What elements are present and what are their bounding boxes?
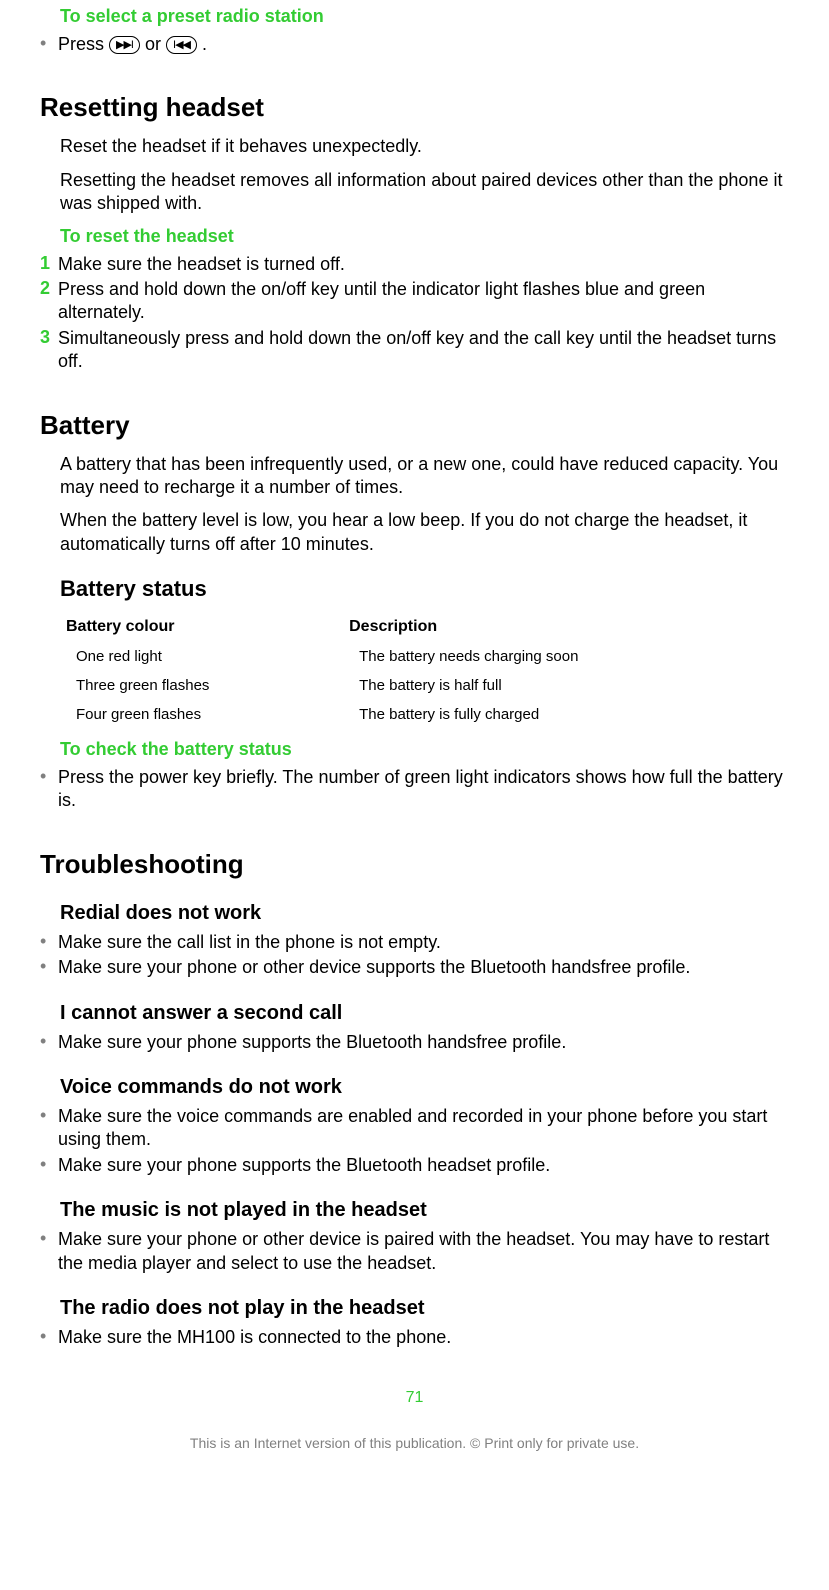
table-cell: The battery is half full xyxy=(345,671,736,700)
reset-step-1: 1 Make sure the headset is turned off. xyxy=(40,253,789,276)
bullet-marker: • xyxy=(40,1031,58,1052)
second-call-heading: I cannot answer a second call xyxy=(60,1002,789,1025)
bullet-marker: • xyxy=(40,931,58,952)
footer-text: This is an Internet version of this publ… xyxy=(40,1435,789,1471)
check-battery-row: • Press the power key briefly. The numbe… xyxy=(40,766,789,813)
step-number: 1 xyxy=(40,253,58,274)
radio-heading: The radio does not play in the headset xyxy=(60,1297,789,1320)
table-cell: Three green flashes xyxy=(62,671,345,700)
list-item: • Make sure your phone supports the Blue… xyxy=(40,1031,789,1054)
page-content: To select a preset radio station • Press… xyxy=(0,6,829,1491)
table-cell: One red light xyxy=(62,642,345,671)
list-text: Make sure your phone or other device sup… xyxy=(58,956,789,979)
list-text: Make sure the MH100 is connected to the … xyxy=(58,1326,789,1349)
preset-bullet-text: Press ▶▶I or I◀◀ . xyxy=(58,33,789,56)
resetting-p2: Resetting the headset removes all inform… xyxy=(60,169,789,216)
check-battery-text: Press the power key briefly. The number … xyxy=(58,766,789,813)
check-battery-heading: To check the battery status xyxy=(60,739,789,760)
voice-heading: Voice commands do not work xyxy=(60,1076,789,1099)
redial-heading: Redial does not work xyxy=(60,902,789,925)
preset-bullet-row: • Press ▶▶I or I◀◀ . xyxy=(40,33,789,56)
list-item: • Make sure your phone or other device s… xyxy=(40,956,789,979)
music-heading: The music is not played in the headset xyxy=(60,1199,789,1222)
list-item: • Make sure the voice commands are enabl… xyxy=(40,1105,789,1152)
step-text: Simultaneously press and hold down the o… xyxy=(58,327,789,374)
list-item: • Make sure your phone or other device i… xyxy=(40,1228,789,1275)
list-item: • Make sure the call list in the phone i… xyxy=(40,931,789,954)
page-number: 71 xyxy=(40,1389,789,1407)
reset-step-2: 2 Press and hold down the on/off key unt… xyxy=(40,278,789,325)
step-text: Press and hold down the on/off key until… xyxy=(58,278,789,325)
bullet-marker: • xyxy=(40,1105,58,1126)
bullet-marker: • xyxy=(40,956,58,977)
table-header-colour: Battery colour xyxy=(62,612,345,642)
troubleshooting-heading: Troubleshooting xyxy=(40,849,789,880)
table-header-row: Battery colour Description xyxy=(62,612,736,642)
table-row: One red light The battery needs charging… xyxy=(62,642,736,671)
bullet-marker: • xyxy=(40,1228,58,1249)
list-text: Make sure the voice commands are enabled… xyxy=(58,1105,789,1152)
resetting-heading: Resetting headset xyxy=(40,92,789,123)
battery-p2: When the battery level is low, you hear … xyxy=(60,509,789,556)
table-cell: The battery is fully charged xyxy=(345,700,736,729)
battery-p1: A battery that has been infrequently use… xyxy=(60,453,789,500)
list-item: • Make sure the MH100 is connected to th… xyxy=(40,1326,789,1349)
table-row: Three green flashes The battery is half … xyxy=(62,671,736,700)
preset-heading: To select a preset radio station xyxy=(60,6,789,27)
list-item: • Make sure your phone supports the Blue… xyxy=(40,1154,789,1177)
step-number: 2 xyxy=(40,278,58,299)
table-header-description: Description xyxy=(345,612,736,642)
table-cell: Four green flashes xyxy=(62,700,345,729)
step-text: Make sure the headset is turned off. xyxy=(58,253,789,276)
reset-step-3: 3 Simultaneously press and hold down the… xyxy=(40,327,789,374)
table-row: Four green flashes The battery is fully … xyxy=(62,700,736,729)
bullet-marker: • xyxy=(40,33,58,54)
battery-heading: Battery xyxy=(40,410,789,441)
list-text: Make sure your phone or other device is … xyxy=(58,1228,789,1275)
battery-status-heading: Battery status xyxy=(60,576,789,602)
list-text: Make sure the call list in the phone is … xyxy=(58,931,789,954)
bullet-marker: • xyxy=(40,1154,58,1175)
backward-icon: I◀◀ xyxy=(166,36,197,54)
list-text: Make sure your phone supports the Blueto… xyxy=(58,1031,789,1054)
text-pre: Press xyxy=(58,34,109,54)
table-cell: The battery needs charging soon xyxy=(345,642,736,671)
text-mid: or xyxy=(145,34,166,54)
step-number: 3 xyxy=(40,327,58,348)
forward-icon: ▶▶I xyxy=(109,36,140,54)
text-post: . xyxy=(202,34,207,54)
bullet-marker: • xyxy=(40,766,58,787)
resetting-p1: Reset the headset if it behaves unexpect… xyxy=(60,135,789,158)
battery-status-table: Battery colour Description One red light… xyxy=(62,612,736,729)
reset-sub-heading: To reset the headset xyxy=(60,226,789,247)
bullet-marker: • xyxy=(40,1326,58,1347)
list-text: Make sure your phone supports the Blueto… xyxy=(58,1154,789,1177)
